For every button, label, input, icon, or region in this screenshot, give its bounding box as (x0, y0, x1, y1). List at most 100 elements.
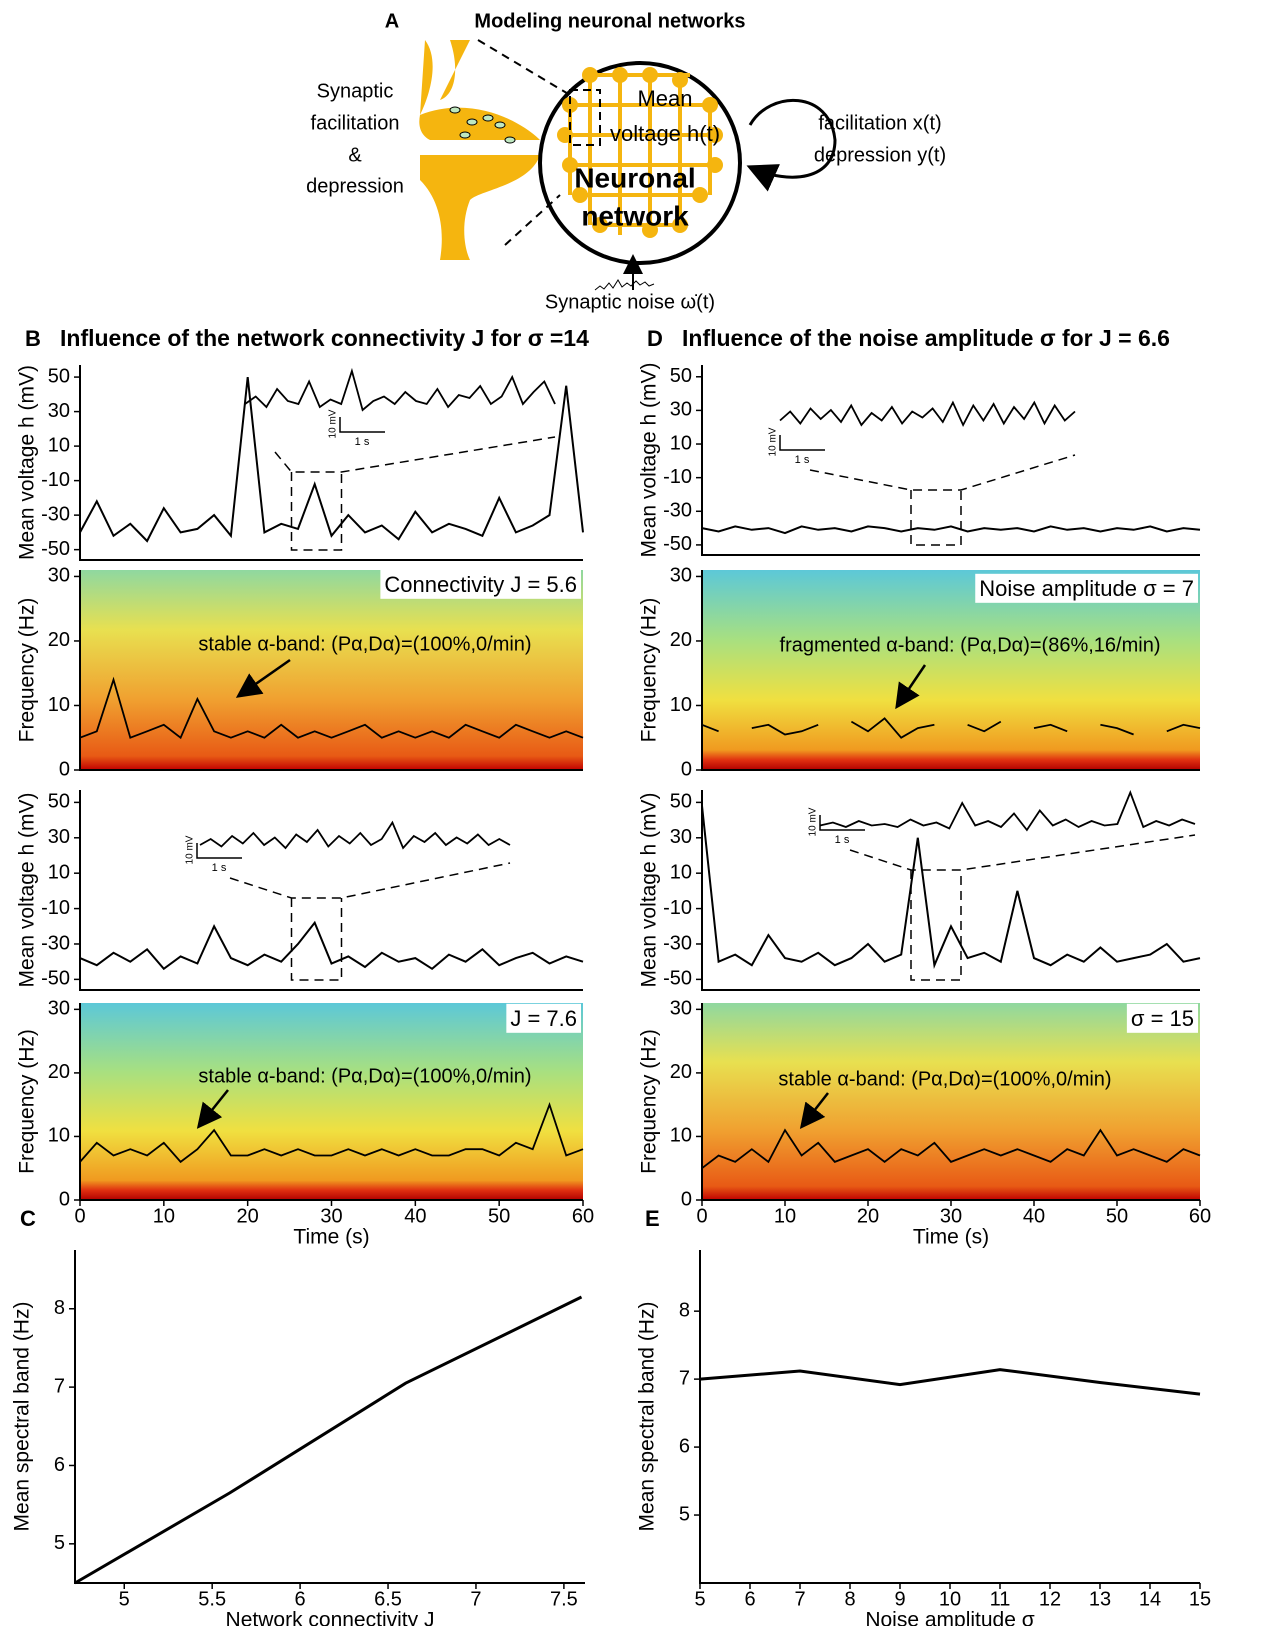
x-tick-label: 14 (1139, 1588, 1161, 1610)
synapse-text: & (348, 144, 362, 166)
y-tick-label: -30 (663, 932, 692, 954)
x-tick-label: 50 (488, 1205, 510, 1227)
x-tick-label: 40 (404, 1205, 426, 1227)
y-tick-label: -10 (663, 466, 692, 488)
x-tick-label: 10 (774, 1205, 796, 1227)
noise-text: Synaptic noise ω̇(t) (545, 291, 715, 313)
y-tick-label: 6 (54, 1454, 65, 1476)
y-tick-label: 10 (48, 434, 70, 456)
y-tick-label: -10 (41, 469, 70, 491)
y-tick-label: 20 (48, 629, 70, 651)
x-tick-label: 9 (894, 1588, 905, 1610)
x-axis-label: Noise amplitude σ (865, 1609, 1034, 1626)
spectrogram-image (80, 570, 583, 770)
y-tick-label: 30 (670, 399, 692, 421)
axis-line (79, 790, 583, 991)
inset-trace (779, 400, 1076, 428)
zoom-lines (229, 862, 511, 981)
y-axis-label: Frequency (Hz) (638, 598, 661, 743)
y-axis-label: Frequency (Hz) (16, 1029, 39, 1174)
trace-line (699, 1368, 1201, 1396)
panel-label: A (385, 10, 399, 32)
x-tick-label: 0 (696, 1205, 707, 1227)
trace-line (701, 805, 1201, 969)
annotation-arrow (799, 1092, 829, 1129)
x-axis-label: Network connectivity J (226, 1609, 435, 1626)
y-tick-label: -50 (663, 968, 692, 990)
feedback-text: depression y(t) (814, 144, 946, 166)
axis-line (74, 1250, 585, 1584)
annotation: stable α-band: (Pα,Dα)=(100%,0/min) (778, 1068, 1111, 1090)
label-box (380, 569, 581, 599)
x-tick-label: 6 (295, 1588, 306, 1610)
mean-text: Mean (637, 86, 692, 111)
y-axis-label: Mean voltage h (mV) (638, 363, 661, 558)
label-box (506, 1003, 581, 1033)
annotation-arrow (895, 664, 927, 710)
band-line (701, 1128, 1201, 1169)
spectrogram-image (702, 570, 1200, 770)
y-axis-label: Frequency (Hz) (16, 598, 39, 743)
trace-line (79, 920, 584, 971)
band-line (79, 1101, 584, 1164)
zoom-lines (274, 436, 556, 551)
synapse-text: depression (306, 175, 404, 197)
axis-line (699, 1250, 1200, 1584)
y-tick-label: 8 (54, 1297, 65, 1319)
y-tick-label: 20 (670, 1061, 692, 1083)
y-tick-label: 30 (48, 998, 70, 1020)
scale-y-label: 10 mV (768, 427, 779, 456)
x-tick-label: 6 (744, 1588, 755, 1610)
y-tick-label: 20 (48, 1061, 70, 1083)
synapse-text: facilitation (311, 112, 400, 134)
y-tick-label: 10 (670, 861, 692, 883)
spectrogram-image (702, 1003, 1200, 1200)
band-line (79, 676, 584, 740)
y-tick-label: 10 (670, 432, 692, 454)
network-text: Neuronal (574, 162, 695, 193)
x-tick-label: 7 (470, 1588, 481, 1610)
panel-a-diagram (419, 39, 837, 291)
scale-bar (819, 815, 865, 831)
zoom-lines (809, 454, 1076, 546)
spectrogram-image (80, 1003, 583, 1200)
y-axis-label: Mean voltage h (mV) (16, 365, 39, 560)
x-tick-label: 5.5 (198, 1588, 226, 1610)
x-tick-label: 60 (572, 1205, 594, 1227)
scale-y-label: 10 mV (808, 807, 819, 836)
y-tick-label: -30 (41, 503, 70, 525)
band-line (701, 717, 1201, 739)
x-tick-label: 13 (1089, 1588, 1111, 1610)
mean-text: voltage h(t) (610, 121, 720, 146)
synapse-text: Synaptic (317, 80, 394, 102)
y-tick-label: 30 (670, 565, 692, 587)
inset-trace (244, 367, 556, 412)
feedback-text: facilitation x(t) (818, 112, 941, 134)
y-tick-label: 7 (54, 1375, 65, 1397)
x-tick-label: 7 (794, 1588, 805, 1610)
y-tick-label: 6 (679, 1435, 690, 1457)
chart-title: Influence of the network connectivity J … (60, 325, 589, 351)
y-tick-label: 8 (679, 1299, 690, 1321)
y-axis-label: Mean spectral band (Hz) (636, 1302, 659, 1532)
x-tick-label: 5 (119, 1588, 130, 1610)
network-text: network (581, 200, 689, 231)
y-tick-label: -30 (41, 932, 70, 954)
y-tick-label: 30 (670, 998, 692, 1020)
inset-trace (199, 820, 511, 850)
annotation-arrow (196, 1089, 229, 1129)
x-tick-label: 50 (1106, 1205, 1128, 1227)
condition-label: J = 7.6 (510, 1006, 577, 1031)
y-tick-label: 10 (48, 694, 70, 716)
panel-label: E (645, 1206, 660, 1231)
chart-title: Influence of the noise amplitude σ for J… (682, 325, 1170, 351)
x-tick-label: 10 (153, 1205, 175, 1227)
y-tick-label: 10 (48, 1125, 70, 1147)
y-tick-label: 10 (670, 1125, 692, 1147)
annotation-arrow (235, 658, 291, 698)
scale-x-label: 1 s (355, 436, 370, 448)
scale-x-label: 1 s (795, 454, 810, 466)
scale-y-label: 10 mV (328, 409, 339, 438)
annotation: fragmented α-band: (Pα,Dα)=(86%,16/min) (780, 634, 1161, 656)
y-tick-label: 0 (59, 1188, 70, 1210)
